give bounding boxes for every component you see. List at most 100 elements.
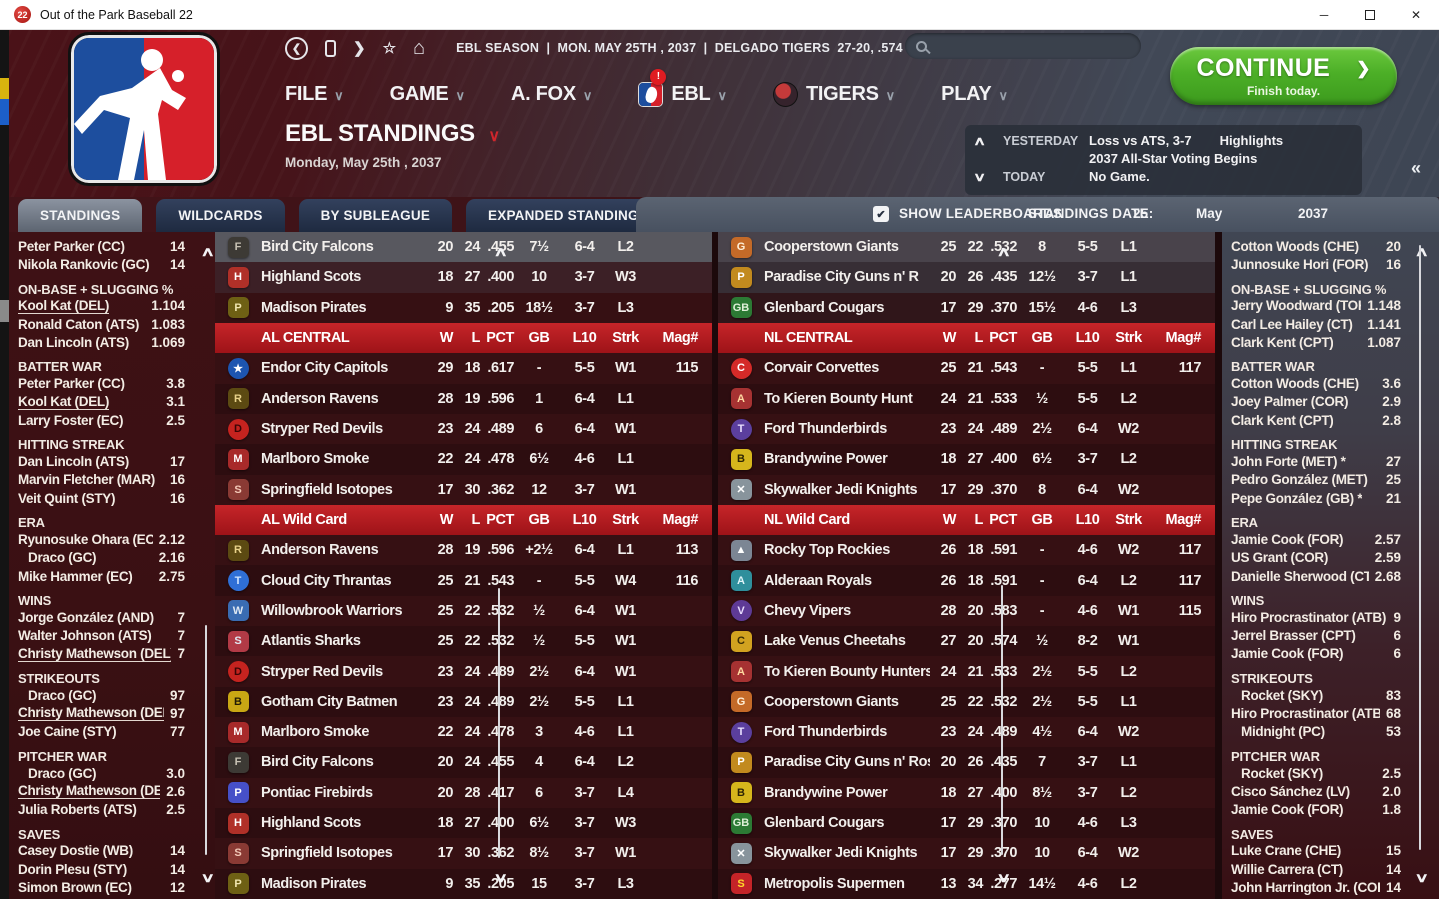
standings-team-row[interactable]: R Anderson Ravens 28 19 .596 1 6-4 L1 [215, 383, 712, 414]
standings-team-row[interactable]: G Cooperstown Giants 25 22 .532 8 5-5 L1 [718, 232, 1215, 263]
scroll-down-icon[interactable]: ∨ [200, 870, 216, 885]
leaderboard-entry[interactable]: Larry Foster (EC) 2.5 [18, 411, 185, 429]
menu-game[interactable]: GAME ∨ [390, 83, 465, 106]
standings-team-row[interactable]: F Bird City Falcons 20 24 .455 4 6-4 L2 [215, 747, 712, 778]
scrollbar-thumb[interactable] [498, 588, 500, 858]
scroll-down-icon[interactable]: ∨ [1414, 870, 1430, 885]
standings-team-row[interactable]: B Brandywine Power 18 27 .400 6½ 3-7 L2 [718, 444, 1215, 475]
leaderboard-entry[interactable]: John Forte (MET) * 27 [1231, 452, 1401, 470]
scroll-up-icon[interactable]: ∧ [200, 244, 216, 259]
leaderboard-entry[interactable]: Casey Dostie (WB) 14 [18, 842, 185, 860]
standings-team-row[interactable]: S Springfield Isotopes 17 30 .362 8½ 3-7 W1 [215, 838, 712, 869]
device-icon[interactable] [325, 39, 336, 57]
standings-team-row[interactable]: P Madison Pirates 9 35 .205 15 3-7 L3 [215, 868, 712, 899]
standings-team-row[interactable]: ✕ Skywalker Jedi Knights 17 29 .370 10 6-4 W2 [718, 838, 1215, 869]
leaderboard-entry[interactable]: Peter Parker (CC) 3.8 [18, 374, 185, 392]
leaderboard-entry[interactable]: Walter Johnson (ATS) 7 [18, 626, 185, 644]
leaderboard-entry[interactable]: Christy Mathewson (DEL) 7 [18, 645, 185, 663]
standings-team-row[interactable]: H Highland Scots 18 27 .400 10 3-7 W3 [215, 262, 712, 293]
leaderboard-entry[interactable]: Cotton Woods (CHE) 20 [1231, 237, 1401, 255]
leaderboard-entry[interactable]: Veit Quint (STY) 16 [18, 489, 185, 507]
leaderboard-entry[interactable]: John Harrington Jr. (COR) 14 [1231, 878, 1401, 896]
standings-team-row[interactable]: T Ford Thunderbirds 23 24 .489 4½ 6-4 W2 [718, 717, 1215, 748]
news-headline[interactable]: 2037 All-Star Voting Begins [1089, 151, 1258, 166]
standings-team-row[interactable]: B Brandywine Power 18 27 .400 8½ 3-7 L2 [718, 777, 1215, 808]
standings-team-row[interactable]: A Alderaan Royals 26 18 .591 - 6-4 L2 117 [718, 565, 1215, 596]
standings-team-row[interactable]: M Marlboro Smoke 22 24 .478 6½ 4-6 L1 [215, 444, 712, 475]
leaderboard-entry[interactable]: Jerry Woodward (TOK) 1.148 [1231, 297, 1401, 315]
leaderboard-entry[interactable]: US Grant (COR) 2.59 [1231, 549, 1401, 567]
standings-team-row[interactable]: ▲ Rocky Top Rockies 26 18 .591 - 4-6 W2 117 [718, 535, 1215, 566]
leaderboard-entry[interactable]: Jamie Cook (FOR) 6 [1231, 645, 1401, 663]
standings-team-row[interactable]: P Paradise City Guns n' Rose 20 26 .435 7 3-7 L… [718, 747, 1215, 778]
menu-play[interactable]: PLAY ∨ [941, 83, 1008, 106]
standings-team-row[interactable]: T Cloud City Thrantas 25 21 .543 - 5-5 W4 116 [215, 565, 712, 596]
standings-team-row[interactable]: A To Kieren Bounty Hunt 24 21 .533 ½ 5-5 L2 [718, 383, 1215, 414]
date-month-select[interactable]: May [1196, 206, 1223, 221]
date-day-select[interactable]: 25 [1133, 206, 1149, 221]
leaderboard-entry[interactable]: Dorin Plesu (STY) 14 [18, 860, 185, 878]
standings-team-row[interactable]: ✕ Skywalker Jedi Knights 17 29 .370 8 6-4 W2 [718, 474, 1215, 505]
standings-team-row[interactable]: S Springfield Isotopes 17 30 .362 12 3-7 W1 [215, 474, 712, 505]
search-input[interactable] [935, 39, 1115, 53]
standings-team-row[interactable]: S Metropolis Supermen 13 34 .277 14½ 4-6 L2 [718, 868, 1215, 899]
leaderboard-entry[interactable]: Hiro Procrastinator (ATB) 68 [1231, 704, 1401, 722]
scroll-up-icon[interactable]: ∧ [1414, 244, 1430, 259]
standings-team-row[interactable]: D Stryper Red Devils 23 24 .489 6 6-4 W1 [215, 413, 712, 445]
leaderboard-entry[interactable]: Danielle Sherwood (CT) 2.68 [1231, 567, 1401, 585]
tab-wildcards[interactable]: WILDCARDS [156, 199, 285, 232]
standings-team-row[interactable]: T Ford Thunderbirds 23 24 .489 2½ 6-4 W2 [718, 413, 1215, 445]
leaderboard-entry[interactable]: Kool Kat (DEL) 3.1 [18, 393, 185, 411]
leaderboard-entry[interactable]: Draco (GC) 2.16 [18, 549, 185, 567]
league-logo[interactable] [68, 32, 220, 186]
scroll-down-icon[interactable]: ∨ [996, 870, 1012, 885]
standings-team-row[interactable]: P Pontiac Firebirds 20 28 .417 6 3-7 L4 [215, 777, 712, 808]
leaderboard-entry[interactable]: Cotton Woods (CHE) 3.6 [1231, 374, 1401, 392]
leaderboard-entry[interactable]: Dan Lincoln (ATS) 17 [18, 452, 185, 470]
leaderboard-entry[interactable]: Cisco Sánchez (LV) 2.0 [1231, 782, 1401, 800]
leaderboard-entry[interactable]: Jerrel Brasser (CPT) 6 [1231, 626, 1401, 644]
scrollbar-thumb[interactable] [205, 625, 207, 855]
menu-manager[interactable]: A. FOX ∨ [511, 83, 592, 106]
standings-team-row[interactable]: P Paradise City Guns n' R 20 26 .435 12½ 3-7 L1 [718, 262, 1215, 293]
standings-team-row[interactable]: D Stryper Red Devils 23 24 .489 2½ 6-4 W1 [215, 656, 712, 687]
leaderboard-entry[interactable]: Jamie Cook (FOR) 2.57 [1231, 530, 1401, 548]
page-title-dropdown-icon[interactable]: ∨ [488, 128, 501, 145]
leaderboard-entry[interactable]: Dan Lincoln (ATS) 1.069 [18, 333, 185, 351]
scrollbar-thumb[interactable] [1001, 585, 1003, 855]
leaderboard-entry[interactable]: Peter Parker (CC) 14 [18, 237, 185, 255]
highlights-link[interactable]: Highlights [1219, 133, 1284, 148]
leaderboard-entry[interactable]: Jorge González (AND) 7 [18, 608, 185, 626]
leaderboard-entry[interactable]: Joey Palmer (COR) 2.9 [1231, 393, 1401, 411]
show-leaderboards-checkbox[interactable]: ✔ [873, 206, 889, 222]
scrollbar-thumb[interactable] [1419, 245, 1421, 850]
maximize-button[interactable] [1347, 0, 1393, 30]
standings-team-row[interactable]: B Gotham City Batmen 23 24 .489 2½ 5-5 L1 [215, 686, 712, 717]
back-icon[interactable]: ❮ [285, 36, 308, 60]
leaderboard-entry[interactable]: Joe Caine (STY) 77 [18, 723, 185, 741]
leaderboard-entry[interactable]: Mike Hammer (EC) 2.75 [18, 567, 185, 585]
search-box[interactable] [905, 33, 1141, 59]
leaderboard-entry[interactable]: Clark Kent (CPT) 2.8 [1231, 411, 1401, 429]
tab-expanded-standings[interactable]: EXPANDED STANDINGS [466, 199, 670, 232]
leaderboard-entry[interactable]: Willie Carrera (CT) 14 [1231, 860, 1401, 878]
leaderboard-entry[interactable]: Rocket (SKY) 2.5 [1231, 764, 1401, 782]
standings-team-row[interactable]: S Atlantis Sharks 25 22 .532 ½ 5-5 W1 [215, 626, 712, 657]
continue-button[interactable]: CONTINUE ❯ Finish today. [1170, 47, 1397, 105]
tab-standings[interactable]: STANDINGS [18, 199, 143, 232]
leaderboard-entry[interactable]: Simon Brown (EC) 12 [18, 878, 185, 896]
standings-team-row[interactable]: G Cooperstown Giants 25 22 .532 2½ 5-5 L1 [718, 686, 1215, 717]
scroll-down-icon[interactable]: ∨ [493, 870, 509, 885]
leaderboard-entry[interactable]: Ronald Caton (ATS) 1.083 [18, 315, 185, 333]
standings-team-row[interactable]: C Corvair Corvettes 25 21 .543 - 5-5 L1 117 [718, 353, 1215, 384]
leaderboard-entry[interactable]: Jamie Cook (FOR) 1.8 [1231, 801, 1401, 819]
leaderboard-entry[interactable]: Rocket (SKY) 83 [1231, 686, 1401, 704]
standings-team-row[interactable]: ★ Endor City Capitols 29 18 .617 - 5-5 W1 115 [215, 353, 712, 384]
standings-team-row[interactable]: W Willowbrook Warriors 25 22 .532 ½ 6-4 W1 [215, 595, 712, 627]
news-next-icon[interactable]: ∨ [973, 170, 987, 184]
scroll-up-icon[interactable]: ∧ [996, 244, 1012, 259]
date-year-select[interactable]: 2037 [1298, 206, 1329, 221]
leaderboard-entry[interactable]: Nikola Rankovic (GC) 14 [18, 255, 185, 273]
home-icon[interactable]: ⌂ [413, 36, 426, 59]
close-button[interactable]: ✕ [1410, 7, 1422, 22]
